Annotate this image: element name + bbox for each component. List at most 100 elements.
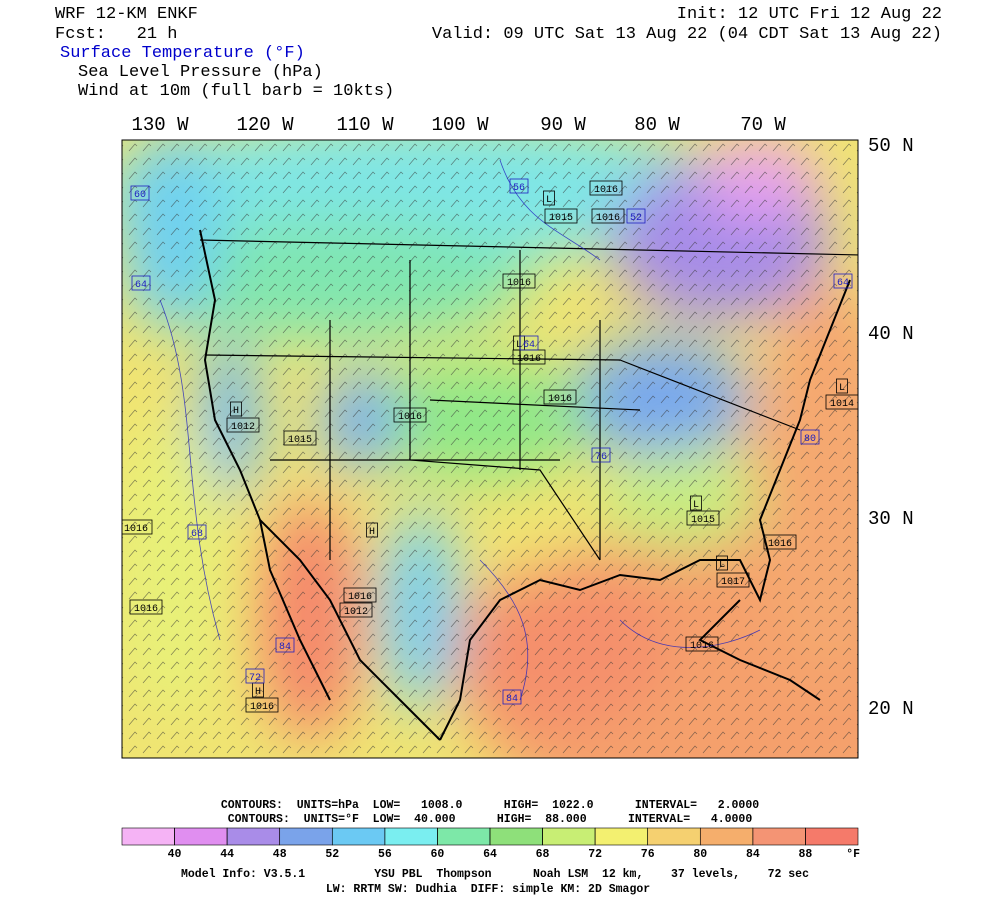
colorbar-label: 76	[641, 848, 655, 861]
colorbar-label: 64	[483, 848, 497, 861]
map-label: 1016	[690, 641, 714, 652]
colorbar-label: 40	[168, 848, 182, 861]
label-box	[690, 495, 702, 511]
init-time: Init: 12 UTC Fri 12 Aug 22	[677, 5, 942, 24]
map-label: L	[693, 500, 699, 511]
map-label: 1016	[768, 539, 792, 550]
map-label: 84	[506, 694, 518, 705]
label-box	[343, 587, 377, 603]
colorbar-label: 52	[325, 848, 339, 861]
longitude-label: 130 W	[131, 114, 189, 136]
map-label: 1016	[517, 354, 541, 365]
field-name: Wind at 10m (full barb = 10kts)	[78, 82, 394, 101]
label-box	[589, 180, 623, 196]
colorbar-label: 56	[378, 848, 392, 861]
map-label: 76	[595, 452, 607, 463]
map-label: H	[255, 687, 261, 698]
map-label: 64	[837, 278, 849, 289]
color-swatch	[805, 827, 859, 846]
label-box	[716, 572, 750, 588]
map-label: 1015	[549, 213, 573, 224]
map-label: 52	[630, 213, 642, 224]
color-swatch	[542, 827, 596, 846]
map-label: 1016	[507, 278, 531, 289]
label-box	[502, 273, 536, 289]
label-box	[626, 208, 646, 224]
physics-info: LW: RRTM SW: Dudhia DIFF: simple KM: 2D …	[326, 883, 650, 896]
longitude-label: 80 W	[634, 114, 680, 136]
map-label: 1016	[548, 394, 572, 405]
color-swatch	[226, 827, 281, 846]
latitude-label: 30 N	[868, 508, 914, 530]
map-label: L	[546, 195, 552, 206]
label-box	[187, 524, 207, 540]
label-box	[129, 599, 163, 615]
color-swatch	[121, 827, 175, 846]
color-swatch	[437, 827, 491, 846]
map-label: 1016	[594, 185, 618, 196]
colorbar-label: 84	[746, 848, 760, 861]
map-label: 64	[523, 340, 535, 351]
map-label: 1014	[830, 399, 854, 410]
colorbar-label: 88	[799, 848, 813, 861]
longitude-label: 110 W	[336, 114, 394, 136]
map-label: 1016	[348, 592, 372, 603]
label-box	[275, 637, 295, 653]
colorbar-label: 80	[693, 848, 707, 861]
map-label: 1016	[134, 604, 158, 615]
model-title: WRF 12-KM ENKF	[55, 5, 198, 24]
map-label: 1015	[691, 515, 715, 526]
map-label: L	[839, 383, 845, 394]
map-label: 1015	[288, 435, 312, 446]
map-label: 1016	[124, 524, 148, 535]
latitude-label: 20 N	[868, 698, 914, 720]
color-swatch	[279, 827, 333, 846]
colorbar-label: 48	[273, 848, 287, 861]
color-swatch	[331, 827, 386, 846]
map-label: 1012	[344, 607, 368, 618]
label-box	[122, 519, 153, 535]
contour-info: CONTOURS: UNITS=°F LOW= 40.000 HIGH= 88.…	[228, 813, 753, 826]
model-info: Model Info: V3.5.1 YSU PBL Thompson Noah…	[181, 868, 809, 881]
label-box	[393, 407, 427, 423]
map-label: 84	[279, 642, 291, 653]
map: 1016 56 L 1015 1016 1016 52 1016 L 1016 1016 H 1012 1…	[122, 140, 858, 758]
map-label: 56	[513, 183, 525, 194]
longitude-label: 90 W	[540, 114, 586, 136]
label-box	[825, 394, 858, 410]
label-box	[544, 208, 578, 224]
label-box	[685, 636, 719, 652]
colorbar-unit: °F	[846, 848, 860, 861]
label-box	[763, 534, 797, 550]
latitude-label: 50 N	[868, 135, 914, 157]
color-swatch	[752, 827, 806, 846]
label-box	[591, 208, 625, 224]
color-swatch	[699, 827, 754, 846]
valid-time: Valid: 09 UTC Sat 13 Aug 22 (04 CDT Sat …	[432, 25, 942, 44]
colorbar-label: 60	[431, 848, 445, 861]
label-box	[130, 185, 150, 201]
label-box	[502, 689, 522, 705]
label-box	[339, 602, 373, 618]
label-box	[836, 378, 848, 394]
label-box	[833, 273, 853, 289]
label-box	[591, 447, 611, 463]
field-name: Surface Temperature (°F)	[60, 44, 305, 63]
label-box	[131, 275, 151, 291]
map-label: 1016	[596, 213, 620, 224]
map-label: 72	[249, 673, 261, 684]
forecast-hour: Fcst: 21 h	[55, 25, 177, 44]
map-label: 80	[804, 434, 816, 445]
map-label: 68	[191, 529, 203, 540]
map-label: L	[516, 340, 522, 351]
label-box	[686, 510, 720, 526]
colorbar-label: 68	[536, 848, 550, 861]
label-box	[226, 417, 260, 433]
map-label: 60	[134, 190, 146, 201]
map-frame	[121, 139, 859, 759]
longitude-label: 120 W	[236, 114, 294, 136]
contour-info: CONTOURS: UNITS=hPa LOW= 1008.0 HIGH= 10…	[221, 799, 759, 812]
map-label: 1017	[721, 577, 745, 588]
map-label: H	[233, 406, 239, 417]
